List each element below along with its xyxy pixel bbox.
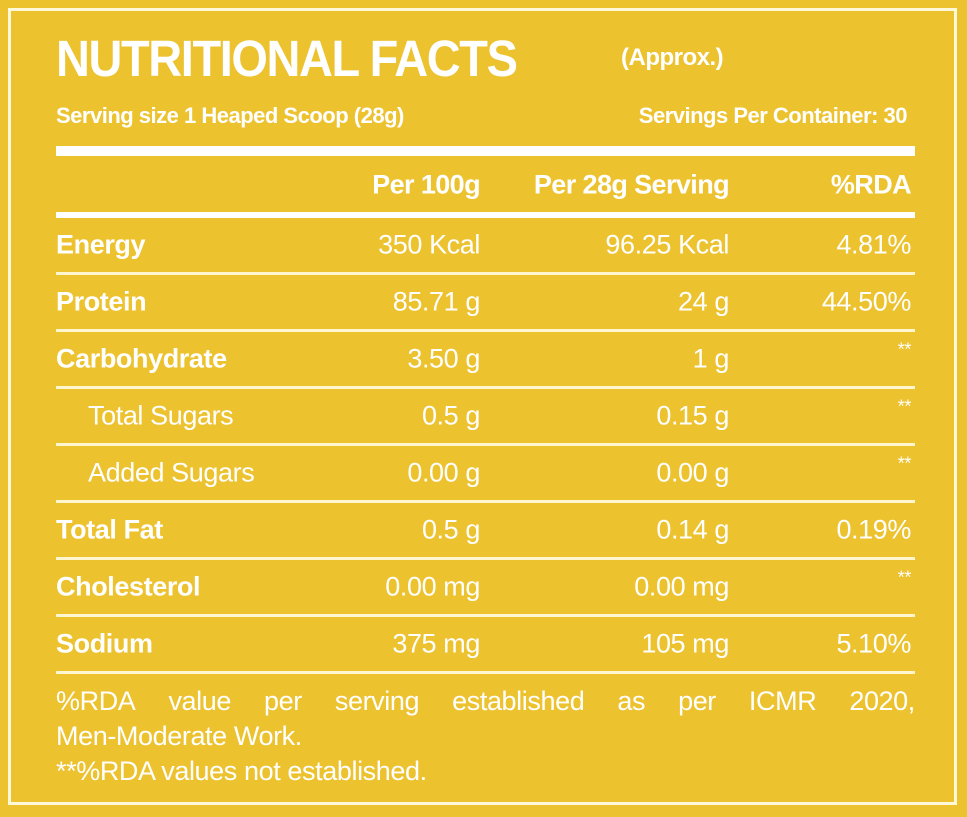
row-divider	[56, 500, 915, 503]
footnote-word: %RDA	[56, 686, 136, 716]
nutrient-name: Cholesterol	[56, 571, 201, 602]
label-title: NUTRITIONAL FACTS	[56, 33, 557, 84]
table-row: Carbohydrate 3.50 g 1 g **	[56, 332, 915, 386]
serving-size: Serving size 1 Heaped Scoop (28g)	[56, 103, 404, 128]
table-row: Cholesterol 0.00 mg 0.00 mg **	[56, 560, 915, 614]
nutrient-name: Energy	[56, 229, 146, 260]
value-per-100g: 0.00 g	[407, 457, 480, 488]
nutrient-name: Total Sugars	[88, 400, 234, 431]
value-per-100g: 3.50 g	[407, 343, 480, 374]
row-divider	[56, 614, 915, 617]
servings-per-container: Servings Per Container: 30	[638, 103, 908, 128]
value-rda: **	[897, 339, 912, 360]
value-per-100g: 85.71 g	[392, 286, 481, 317]
title-approx-note: (Approx.)	[621, 44, 724, 71]
value-per-serving: 0.00 g	[656, 457, 729, 488]
value-per-100g: 375 mg	[392, 628, 480, 659]
value-per-serving: 0.00 mg	[634, 571, 729, 602]
footnote-word: 2020,	[849, 686, 915, 716]
footnote-word: as	[617, 686, 646, 716]
footnote-rda-source: %RDA value per serving established as per ICMR 2…	[56, 684, 915, 719]
value-rda: 44.50%	[821, 286, 912, 317]
footnote-not-established: **%RDA values not established.	[56, 756, 427, 786]
value-per-serving: 1 g	[692, 343, 730, 374]
value-per-100g: 0.5 g	[421, 514, 480, 545]
value-rda: 4.81%	[836, 229, 911, 260]
value-per-serving: 96.25 Kcal	[605, 229, 729, 260]
row-divider	[56, 671, 915, 674]
value-rda: **	[897, 396, 912, 417]
header-per-100g: Per 100g	[372, 169, 480, 200]
table-row: Sodium 375 mg 105 mg 5.10%	[56, 617, 915, 671]
value-per-serving: 0.15 g	[656, 400, 729, 431]
value-per-serving: 24 g	[678, 286, 729, 317]
nutrient-name: Added Sugars	[88, 457, 255, 488]
nutrient-name: Sodium	[56, 628, 153, 659]
header-divider	[56, 212, 915, 218]
nutrient-name: Carbohydrate	[56, 343, 227, 374]
footnote-word: serving	[334, 686, 420, 716]
footnote-word: established	[452, 686, 585, 716]
nutrition-table: Per 100g Per 28g Serving %RDA Energy 350 …	[56, 156, 915, 674]
title-main: NUTRITIONAL FACTS	[56, 30, 518, 87]
table-row: Total Fat 0.5 g 0.14 g 0.19%	[56, 503, 915, 557]
footnote: %RDA value per serving established as per ICMR 2…	[56, 684, 915, 789]
nutrient-name: Total Fat	[56, 514, 163, 545]
row-divider	[56, 329, 915, 332]
footnote-rda-group: Men-Moderate Work.	[56, 721, 302, 751]
table-row: Total Sugars 0.5 g 0.15 g **	[56, 389, 915, 443]
header-rda: %RDA	[830, 169, 912, 200]
value-rda: 5.10%	[836, 628, 911, 659]
value-per-100g: 0.00 mg	[385, 571, 480, 602]
value-per-100g: 350 Kcal	[378, 229, 480, 260]
row-divider	[56, 557, 915, 560]
value-rda: 0.19%	[836, 514, 911, 545]
row-divider	[56, 386, 915, 389]
table-row: Energy 350 Kcal 96.25 Kcal 4.81%	[56, 218, 915, 272]
label-border	[8, 8, 957, 805]
table-header-row: Per 100g Per 28g Serving %RDA	[56, 156, 915, 212]
thick-divider	[56, 146, 915, 156]
table-body: Energy 350 Kcal 96.25 Kcal 4.81% Protein 85.7…	[56, 218, 915, 674]
value-per-serving: 105 mg	[641, 628, 729, 659]
value-rda: **	[897, 567, 912, 588]
footnote-word: ICMR	[748, 686, 817, 716]
table-row: Added Sugars 0.00 g 0.00 g **	[56, 446, 915, 500]
footnote-word: value	[168, 686, 231, 716]
value-per-100g: 0.5 g	[421, 400, 480, 431]
value-rda: **	[897, 453, 912, 474]
nutrient-name: Protein	[56, 286, 147, 317]
row-divider	[56, 272, 915, 275]
header-per-serving: Per 28g Serving	[533, 169, 730, 200]
value-per-serving: 0.14 g	[656, 514, 729, 545]
footnote-word: per	[678, 686, 716, 716]
footnote-word: per	[264, 686, 302, 716]
table-row: Protein 85.71 g 24 g 44.50%	[56, 275, 915, 329]
row-divider	[56, 443, 915, 446]
